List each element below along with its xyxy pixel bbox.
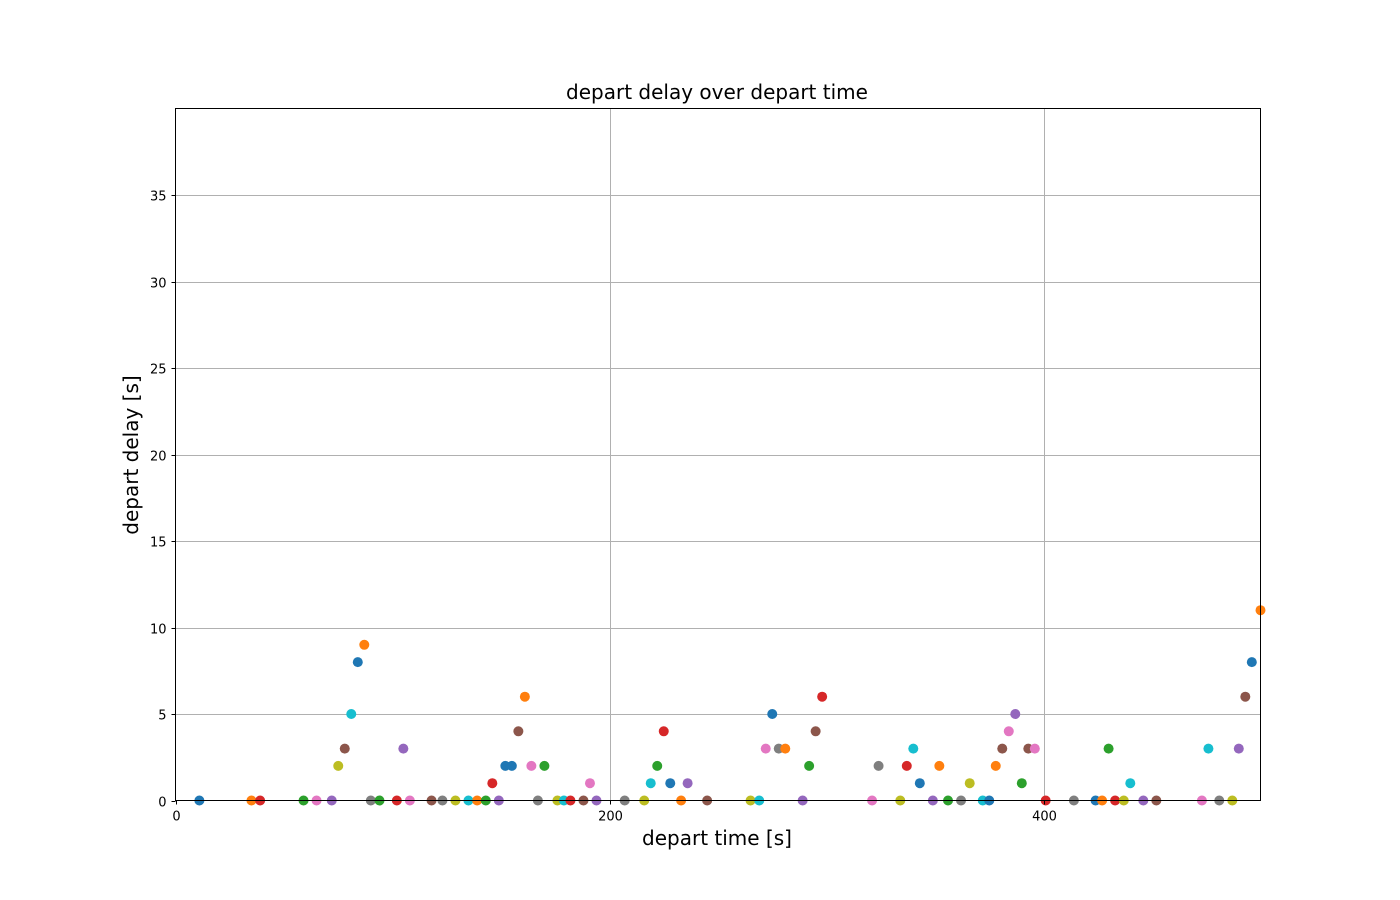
y-tick-label: 10 xyxy=(150,623,167,638)
data-point xyxy=(584,778,595,789)
plot-frame xyxy=(175,108,1261,801)
data-point xyxy=(506,760,517,771)
data-point xyxy=(990,760,1001,771)
data-point xyxy=(539,760,550,771)
data-point xyxy=(1125,778,1136,789)
y-tick-label: 5 xyxy=(158,709,166,724)
chart-title: depart delay over depart time xyxy=(566,80,868,104)
data-point xyxy=(760,743,771,754)
grid-lines xyxy=(175,108,1261,801)
data-point xyxy=(1233,743,1244,754)
data-point xyxy=(665,778,676,789)
data-point xyxy=(1003,726,1014,737)
y-tick-label: 20 xyxy=(150,450,167,465)
data-point xyxy=(1016,778,1027,789)
data-point xyxy=(817,691,828,702)
x-tick-label: 0 xyxy=(172,810,180,825)
y-axis-label: depart delay [s] xyxy=(119,375,143,534)
data-point xyxy=(346,709,357,719)
x-axis-label: depart time [s] xyxy=(642,826,792,850)
data-point xyxy=(1103,743,1114,754)
y-tick-label: 35 xyxy=(150,190,167,205)
data-point xyxy=(652,760,663,771)
data-point xyxy=(901,760,912,771)
data-point xyxy=(352,657,363,668)
data-point xyxy=(513,726,524,737)
data-point xyxy=(810,726,821,737)
y-tick-label: 30 xyxy=(150,277,167,292)
data-point xyxy=(398,743,409,754)
data-point xyxy=(658,726,669,737)
data-point xyxy=(1203,743,1214,754)
data-point xyxy=(964,778,975,789)
data-point xyxy=(873,760,884,771)
data-point xyxy=(682,778,693,789)
data-point xyxy=(1240,691,1251,702)
data-point xyxy=(645,778,656,789)
axis-ticks: 0 200 400 0 5 10 15 20 25 30 35 xyxy=(150,190,1057,825)
data-point xyxy=(339,743,350,754)
data-point xyxy=(1010,709,1021,719)
data-point xyxy=(359,639,370,650)
x-tick-label: 400 xyxy=(1032,810,1057,825)
data-point xyxy=(780,743,791,754)
data-point xyxy=(1029,743,1040,754)
x-tick-label: 200 xyxy=(598,810,623,825)
data-point xyxy=(526,760,537,771)
data-point xyxy=(908,743,919,754)
data-point xyxy=(767,709,778,719)
data-point xyxy=(804,760,815,771)
data-point xyxy=(333,760,344,771)
y-tick-label: 15 xyxy=(150,536,167,551)
data-point xyxy=(519,691,530,702)
data-point xyxy=(914,778,925,789)
y-tick-label: 25 xyxy=(150,363,167,378)
y-tick-label: 0 xyxy=(158,796,166,811)
data-point xyxy=(997,743,1008,754)
data-point xyxy=(487,778,498,789)
data-point xyxy=(1246,657,1257,668)
data-point xyxy=(934,760,945,771)
